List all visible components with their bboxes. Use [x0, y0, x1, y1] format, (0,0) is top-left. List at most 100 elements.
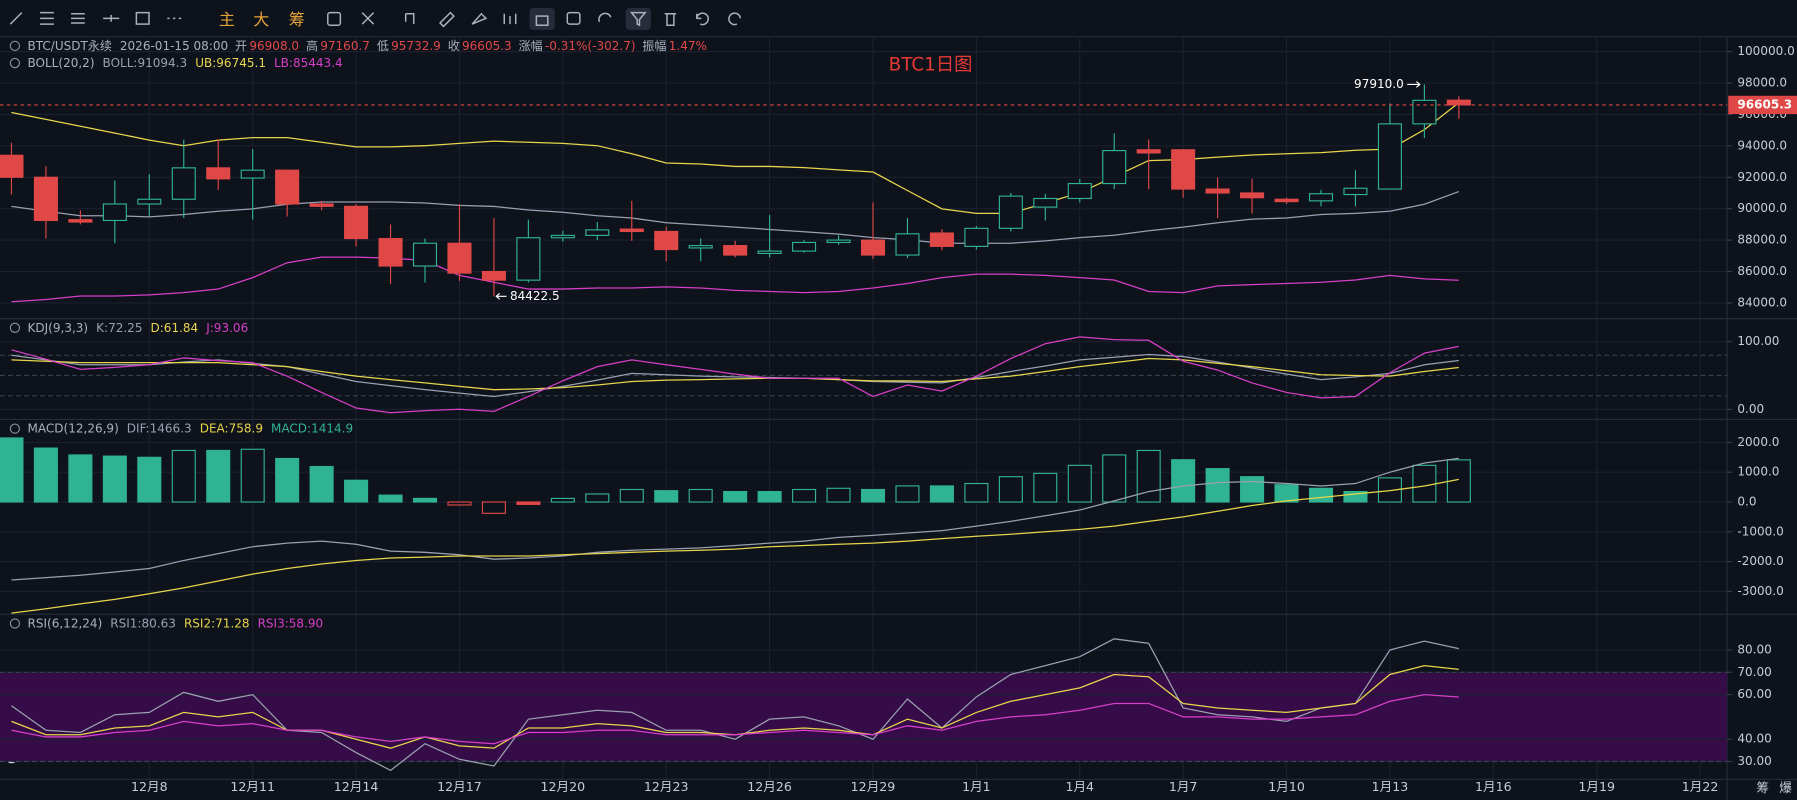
macd-bar — [1205, 468, 1230, 503]
candle-body — [1033, 197, 1058, 208]
indicator-title: BOLL(20,2) — [28, 56, 95, 70]
candle-body — [998, 195, 1023, 229]
footer-button[interactable]: 爆 — [1779, 780, 1792, 795]
tool-icon[interactable] — [361, 12, 375, 25]
legend-value: 1.47% — [669, 38, 707, 52]
tool-ray[interactable] — [103, 14, 120, 22]
y-tick-label: 0.00 — [1737, 402, 1764, 416]
candle-body — [481, 270, 506, 281]
legend-item: DIF:1466.3 — [127, 421, 192, 435]
indicator-line — [11, 357, 1459, 391]
indicator-line — [11, 638, 1459, 772]
x-tick-label: 12月17 — [437, 779, 482, 794]
candle-body — [0, 154, 24, 178]
tool-hlines[interactable] — [40, 11, 54, 25]
candle-body — [447, 242, 472, 274]
tool-icon[interactable] — [566, 11, 581, 25]
candle-body — [344, 205, 369, 240]
indicator-icon — [9, 322, 21, 333]
legend-item: J:93.06 — [205, 320, 248, 334]
macd-bar — [619, 488, 644, 503]
boll-line — [11, 102, 1460, 215]
min-label: 84422.5 — [510, 289, 560, 303]
tool-redo[interactable] — [728, 12, 742, 26]
indicator-icon — [9, 423, 21, 434]
max-arrow — [1407, 81, 1421, 88]
tool-lock[interactable] — [535, 15, 549, 26]
candle-body — [240, 169, 265, 179]
legend: RSI(6,12,24) RSI1:80.63 RSI2:71.28 RSI3:58.… — [28, 616, 324, 630]
indicator-line — [11, 336, 1459, 414]
footer-button[interactable]: 筹 — [1756, 780, 1769, 795]
tool-line[interactable] — [9, 12, 23, 25]
legend: KDJ(9,3,3) K:72.25 D:61.84 J:93.06 — [28, 320, 249, 334]
indicator-line — [11, 694, 1459, 745]
legend-item: LB:85443.4 — [274, 56, 343, 70]
y-tick-label: 94000.0 — [1737, 138, 1787, 152]
time: 2026-01-15 08:00 — [120, 38, 228, 52]
candle-body — [206, 167, 231, 180]
tool-active[interactable] — [625, 8, 651, 30]
legend: BTC/USDT永续 2026-01-15 08:00 开 96908.0 高 97160… — [28, 37, 707, 52]
legend-item: MACD:1414.9 — [271, 421, 353, 435]
candle-body — [1171, 149, 1196, 190]
tool-channel[interactable] — [71, 13, 85, 24]
macd-bar — [344, 479, 369, 503]
candle-body — [1240, 192, 1265, 199]
x-tick-label: 1月7 — [1169, 779, 1198, 794]
macd-bar — [895, 485, 920, 503]
macd-bar — [1136, 449, 1161, 503]
legend-key: 振幅 — [642, 37, 666, 52]
candle-body — [378, 237, 403, 267]
candle-body — [171, 167, 196, 200]
tool-icon[interactable] — [503, 13, 517, 25]
plot-layer: 12月8 12月11 12月14 12月17 12月20 12月23 12月26 12月29 1… — [0, 36, 1797, 800]
candle-body — [929, 232, 954, 247]
tool-icon[interactable] — [404, 13, 415, 25]
tool-delete[interactable] — [664, 13, 677, 26]
tool-ruler[interactable] — [439, 11, 455, 28]
candle-body — [757, 250, 782, 255]
x-tick-label: 12月29 — [851, 779, 896, 794]
toolbar-button[interactable]: 筹 — [289, 10, 305, 29]
macd-bar — [481, 501, 506, 514]
tool-undo[interactable] — [696, 12, 709, 26]
legend-item: RSI2:71.28 — [184, 616, 250, 630]
macd-bar — [654, 490, 679, 503]
tool-pen[interactable] — [471, 12, 488, 25]
tool-rect[interactable] — [135, 11, 150, 25]
tool-magnet[interactable] — [598, 12, 612, 23]
y-tick-label: 90000.0 — [1737, 201, 1787, 215]
x-tick-label: 12月8 — [131, 779, 168, 794]
macd-bar — [929, 485, 954, 503]
x-tick-label: 12月14 — [334, 779, 379, 794]
candle-body — [654, 230, 679, 251]
tool-active[interactable] — [529, 8, 555, 30]
toolbar-button[interactable]: 大 — [253, 10, 269, 29]
candle-body — [792, 241, 817, 252]
tool-filter[interactable] — [629, 11, 647, 27]
y-tick-label: 100.00 — [1737, 334, 1779, 348]
toolbar-button[interactable]: 主 — [219, 10, 235, 29]
legend-value: -0.31%(-302.7) — [545, 38, 636, 52]
candle-body — [68, 219, 93, 223]
y-tick-label: 40.00 — [1737, 732, 1771, 746]
indicator-line — [11, 353, 1459, 398]
x-tick-label: 12月23 — [644, 779, 689, 794]
indicator-title: MACD(12,26,9) — [28, 421, 119, 435]
macd-bar — [1274, 484, 1299, 503]
tool-icon[interactable] — [327, 11, 342, 26]
candle-body — [723, 245, 748, 256]
y-tick-label: -1000.0 — [1737, 524, 1783, 538]
boll-line — [11, 256, 1459, 303]
y-tick-label: 1000.0 — [1737, 465, 1779, 479]
legend-key: 开 — [235, 38, 247, 52]
y-tick-label: 70.00 — [1737, 665, 1771, 679]
candle-body — [275, 169, 300, 205]
x-tick-label: 1月4 — [1065, 779, 1094, 794]
y-tick-label: 30.00 — [1737, 754, 1771, 768]
legend-value: 97160.7 — [320, 38, 370, 52]
indicator-icon — [9, 57, 21, 69]
legend-item: BOLL:91094.3 — [103, 56, 188, 70]
